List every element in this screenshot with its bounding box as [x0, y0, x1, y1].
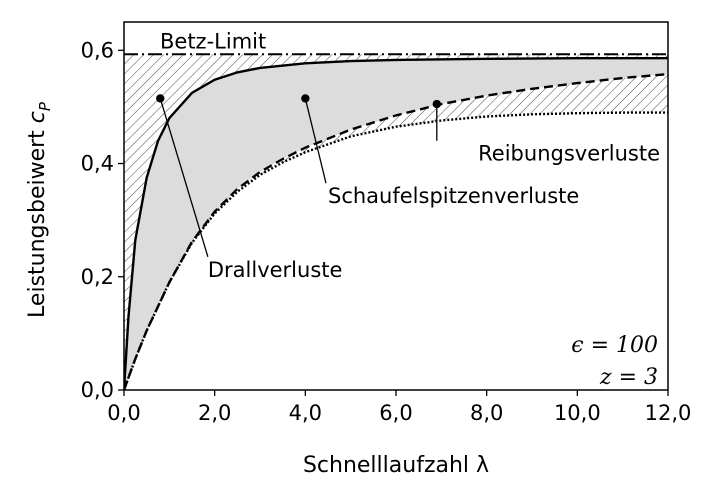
hatched-loss-region: [124, 54, 668, 390]
annotation-leader: [304, 98, 327, 184]
x-tick-label: 2,0: [198, 401, 231, 425]
x-tick-label: 8,0: [470, 401, 503, 425]
y-tick-label: 0,4: [81, 152, 114, 176]
annotation-label: Drallverluste: [208, 258, 343, 282]
x-tick-label: 10,0: [554, 401, 601, 425]
annotation-label: Schaufelspitzenverluste: [328, 184, 579, 208]
y-tick-label: 0,0: [81, 378, 114, 402]
x-axis-title: Schnelllaufzahl λ: [303, 453, 489, 478]
x-tick-label: 0,0: [107, 401, 140, 425]
y-axis-title: Leistungsbeiwert cP: [25, 101, 54, 318]
x-tick-label: 6,0: [379, 401, 412, 425]
annotation-dot: [301, 94, 310, 103]
epsilon-parameter: ϵ = 100: [571, 333, 658, 358]
curve-reibung: [124, 111, 668, 390]
blade-count-parameter: z = 3: [599, 365, 658, 390]
x-tick-label: 4,0: [289, 401, 322, 425]
x-tick-label: 12,0: [645, 401, 692, 425]
shaded-loss-region: [124, 58, 668, 390]
series-layer: [124, 57, 668, 390]
curve-schaufelspitzen: [124, 72, 668, 390]
annotation-layer: Drallverluste Schaufelspitzenverluste Reib…: [156, 94, 660, 282]
y-axis: 0,0 0,2 0,4 0,6: [81, 38, 124, 402]
annotation-dot: [156, 94, 165, 103]
x-axis: 0,0 2,0 4,0 6,0 8,0 10,0 12,0: [107, 390, 691, 425]
annotation-label: Reibungsverluste: [478, 142, 660, 166]
annotation-dot: [432, 99, 441, 109]
y-tick-label: 0,6: [81, 38, 114, 62]
curve-drall: [124, 57, 668, 390]
y-tick-label: 0,2: [81, 265, 114, 289]
betz-limit-label: Betz-Limit: [160, 29, 266, 53]
annotation-leader: [159, 98, 209, 257]
